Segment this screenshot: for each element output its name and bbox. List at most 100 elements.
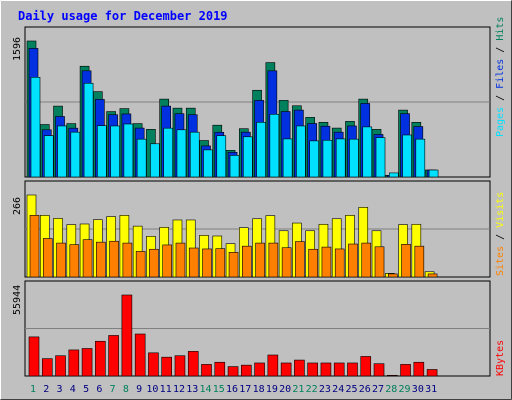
bar-sites-day-27 [374,246,385,278]
legend-panel-2: Sites / Visits [495,192,506,276]
bar-pages-day-26 [362,126,373,178]
x-tick-label-day-1: 1 [30,384,36,395]
bar-kbytes-day-18 [254,362,265,377]
bar-kbytes-day-14 [201,364,212,377]
bar-kbytes-day-19 [267,354,279,377]
legend-sites: Sites [495,246,506,276]
bar-pages-day-29 [402,134,412,178]
bar-kbytes-day-6 [95,340,106,377]
bar-kbytes-day-4 [68,349,80,377]
bar-pages-day-7 [110,125,120,178]
x-tick-label-day-21: 21 [292,384,304,395]
bar-kbytes-day-29 [400,364,411,377]
x-tick-label-day-10: 10 [146,384,158,395]
bar-kbytes-day-25 [347,362,358,377]
bar-sites-day-12 [175,242,186,278]
bar-pages-day-30 [415,138,426,178]
bar-kbytes-day-13 [187,351,199,377]
bar-sites-day-13 [188,247,199,278]
bar-sites-day-4 [69,244,80,278]
bar-kbytes-day-22 [307,362,318,377]
bar-sites-day-14 [202,248,212,278]
bar-pages-day-1 [30,77,41,178]
bar-pages-day-8 [123,123,134,178]
bar-kbytes-day-17 [241,364,252,377]
x-tick-label-day-20: 20 [279,384,291,395]
bar-sites-day-16 [228,252,239,278]
x-tick-label-day-26: 26 [359,384,371,395]
bar-pages-day-24 [335,138,346,178]
bar-sites-day-15 [215,248,226,278]
bar-pages-day-21 [296,125,306,178]
x-tick-label-day-31: 31 [425,384,437,395]
x-tick-label-day-16: 16 [226,384,238,395]
bar-sites-day-21 [295,241,305,278]
bar-pages-day-17 [243,136,253,178]
legend-kbytes: KBytes [495,340,506,376]
bar-kbytes-day-15 [214,361,226,377]
bar-kbytes-day-24 [333,362,345,377]
bar-sites-day-1 [29,215,40,278]
bar-pages-day-27 [375,137,386,178]
bar-kbytes-day-16 [227,366,239,377]
chart-bars [26,40,439,377]
bar-pages-day-20 [282,138,293,178]
bar-sites-day-7 [109,240,119,278]
bar-pages-day-4 [70,131,81,178]
bar-sites-day-20 [281,247,292,278]
legend-hits: Hits [495,17,506,41]
bar-pages-day-23 [322,139,333,178]
x-tick-label-day-3: 3 [57,384,63,395]
legend-separator: / [495,228,506,246]
x-tick-label-day-12: 12 [173,384,185,395]
bar-pages-day-9 [136,138,147,178]
bar-sites-day-19 [268,242,279,278]
bar-kbytes-day-8 [121,294,133,377]
bar-kbytes-day-10 [148,352,159,377]
chart-panels [24,26,491,377]
bar-pages-day-12 [176,129,187,178]
bar-sites-day-29 [401,244,411,278]
legend-pages: Pages [495,107,506,137]
x-tick-label-day-15: 15 [213,384,225,395]
bar-pages-day-22 [309,140,319,178]
bar-pages-day-5 [83,82,94,178]
bar-pages-day-25 [349,138,359,178]
x-tick-label-day-28: 28 [385,384,397,395]
x-tick-label-day-8: 8 [123,384,129,395]
bar-sites-day-28 [387,273,398,278]
x-tick-label-day-24: 24 [332,384,344,395]
x-tick-label-day-4: 4 [70,384,76,395]
legend-panel-1: Pages / Files / Hits [495,17,506,137]
x-tick-label-day-6: 6 [96,384,102,395]
bar-kbytes-day-12 [174,355,186,377]
x-tick-label-day-11: 11 [160,384,172,395]
bar-pages-day-11 [163,127,173,178]
bar-sites-day-8 [122,242,133,278]
bar-kbytes-day-2 [41,358,53,377]
legends: Pages / Files / Hits Sites / Visits KBytes [495,17,506,376]
bar-sites-day-3 [56,242,66,278]
bar-kbytes-day-5 [81,348,93,377]
bar-pages-day-31 [428,169,439,178]
legend-separator: / [495,41,506,59]
bar-pages-day-3 [57,125,67,178]
bar-pages-day-6 [97,125,107,178]
bar-pages-day-16 [229,155,240,178]
bar-sites-day-9 [135,251,146,278]
bar-sites-day-24 [334,248,345,278]
bar-sites-day-5 [82,239,93,278]
x-tick-label-day-18: 18 [253,384,265,395]
x-tick-label-day-17: 17 [239,384,251,395]
legend-visits: Visits [495,192,506,228]
x-tick-label-day-19: 19 [266,384,278,395]
x-tick-label-day-25: 25 [345,384,357,395]
x-tick-label-day-7: 7 [110,384,116,395]
bar-kbytes-day-11 [161,356,172,377]
x-tick-label-day-22: 22 [306,384,318,395]
bar-sites-day-25 [348,243,358,278]
x-tick-label-day-27: 27 [372,384,384,395]
bar-sites-day-18 [255,242,265,278]
